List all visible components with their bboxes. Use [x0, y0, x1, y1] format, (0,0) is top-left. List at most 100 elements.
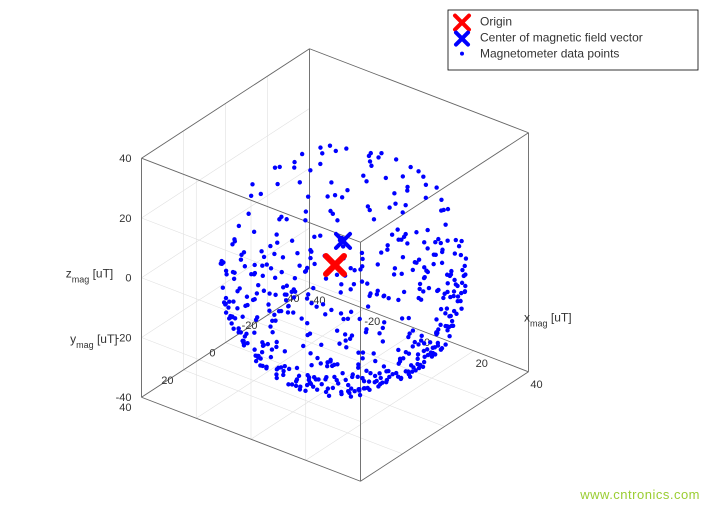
- data-point: [392, 272, 396, 276]
- data-point: [415, 362, 419, 366]
- data-point: [224, 269, 228, 273]
- data-point: [268, 244, 272, 248]
- data-point: [339, 282, 343, 286]
- data-point: [339, 290, 343, 294]
- data-point: [272, 252, 276, 256]
- data-point: [308, 256, 312, 260]
- data-point: [299, 316, 303, 320]
- svg-text:40: 40: [530, 379, 542, 391]
- data-point: [274, 232, 278, 236]
- svg-text:20: 20: [161, 375, 173, 387]
- data-point: [366, 204, 370, 208]
- svg-text:zmag [uT]: zmag [uT]: [66, 267, 114, 285]
- data-point: [341, 317, 345, 321]
- data-point: [382, 364, 386, 368]
- data-point: [252, 331, 256, 335]
- data-point: [356, 375, 360, 379]
- data-point: [327, 394, 331, 398]
- data-point: [425, 246, 429, 250]
- data-point: [305, 296, 309, 300]
- data-point: [366, 304, 370, 308]
- data-point: [262, 255, 266, 259]
- data-point: [413, 260, 417, 264]
- data-point: [440, 250, 444, 254]
- data-point: [305, 266, 309, 270]
- data-point: [452, 289, 456, 293]
- data-point: [362, 379, 366, 383]
- data-point: [350, 375, 354, 379]
- data-point: [330, 364, 334, 368]
- data-point: [381, 339, 385, 343]
- data-point: [309, 249, 313, 253]
- data-point: [446, 281, 450, 285]
- watermark: www.cntronics.com: [580, 487, 700, 502]
- data-point: [298, 180, 302, 184]
- data-point: [323, 312, 327, 316]
- data-point: [255, 354, 259, 358]
- data-point: [239, 257, 243, 261]
- data-point: [253, 297, 257, 301]
- data-point: [316, 377, 320, 381]
- data-point: [414, 230, 418, 234]
- data-point: [290, 382, 294, 386]
- data-point: [376, 155, 380, 159]
- data-point: [231, 299, 235, 303]
- data-point: [397, 361, 401, 365]
- data-point: [457, 244, 461, 248]
- data-point: [424, 183, 428, 187]
- data-point: [232, 277, 236, 281]
- data-point: [300, 152, 304, 156]
- data-point: [270, 330, 274, 334]
- data-point: [367, 388, 371, 392]
- data-point: [278, 165, 282, 169]
- data-point: [245, 295, 249, 299]
- data-point: [275, 340, 279, 344]
- data-point: [422, 360, 426, 364]
- data-point: [452, 278, 456, 282]
- data-point: [373, 374, 377, 378]
- data-point: [445, 290, 449, 294]
- data-point: [289, 290, 293, 294]
- data-point: [243, 334, 247, 338]
- data-point: [433, 345, 437, 349]
- data-point: [236, 326, 240, 330]
- data-point: [358, 317, 362, 321]
- svg-text:ymag [uT]: ymag [uT]: [70, 332, 118, 350]
- data-point: [273, 276, 277, 280]
- data-point: [284, 217, 288, 221]
- data-point: [298, 387, 302, 391]
- data-point: [259, 192, 263, 196]
- data-point: [273, 165, 277, 169]
- data-point: [230, 314, 234, 318]
- data-point: [463, 289, 467, 293]
- svg-text:-40: -40: [116, 392, 132, 404]
- data-point: [283, 292, 287, 296]
- data-point: [264, 365, 268, 369]
- svg-text:0: 0: [209, 348, 215, 360]
- data-point: [267, 291, 271, 295]
- data-point: [436, 288, 440, 292]
- data-point: [439, 307, 443, 311]
- data-point: [272, 313, 276, 317]
- data-point: [450, 319, 454, 323]
- data-point: [390, 232, 394, 236]
- data-point: [281, 255, 285, 259]
- data-point: [404, 369, 408, 373]
- data-point: [425, 228, 429, 232]
- data-point: [260, 264, 264, 268]
- data-point: [279, 215, 283, 219]
- data-point: [419, 338, 423, 342]
- data-point: [352, 282, 356, 286]
- data-point: [398, 357, 402, 361]
- data-point: [306, 194, 310, 198]
- data-point: [261, 274, 265, 278]
- data-point: [230, 242, 234, 246]
- data-point: [337, 341, 341, 345]
- data-point: [340, 371, 344, 375]
- data-point: [269, 355, 273, 359]
- data-point: [260, 340, 264, 344]
- data-point: [219, 261, 223, 265]
- data-point: [400, 316, 404, 320]
- data-point: [345, 188, 349, 192]
- data-point: [280, 270, 284, 274]
